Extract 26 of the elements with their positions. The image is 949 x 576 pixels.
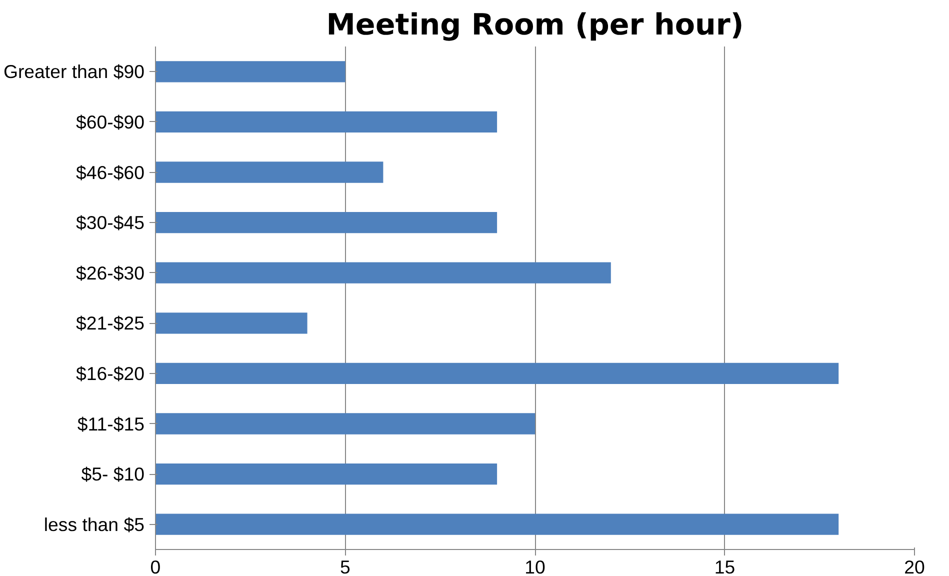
x-tick-label: 5 xyxy=(340,556,350,576)
x-tick-label: 0 xyxy=(150,556,161,576)
bar xyxy=(156,463,498,485)
bar xyxy=(156,111,498,133)
bar xyxy=(156,262,611,284)
y-tick-label: less than $5 xyxy=(44,514,145,535)
y-tick-label: $26-$30 xyxy=(76,262,144,284)
y-tick-label: $11-$15 xyxy=(77,413,145,434)
y-tick-label: $46-$60 xyxy=(76,162,144,183)
y-tick-label: $60-$90 xyxy=(76,111,144,132)
x-tick-label: 10 xyxy=(524,556,546,576)
bar xyxy=(156,212,498,234)
y-tick-label: $5- $10 xyxy=(81,464,145,485)
bar xyxy=(156,162,384,183)
bar xyxy=(156,61,346,82)
bar xyxy=(156,362,839,384)
x-tick-label: 15 xyxy=(714,556,736,576)
y-tick-label: $21-$25 xyxy=(76,312,144,334)
y-tick-label: $30-$45 xyxy=(76,212,144,234)
x-tick-label: 20 xyxy=(904,556,925,576)
y-tick-label: Greater than $90 xyxy=(3,61,145,82)
bar xyxy=(156,514,839,535)
bar xyxy=(156,413,535,434)
bar xyxy=(156,312,308,334)
y-tick-label: $16-$20 xyxy=(76,362,144,384)
chart-title: Meeting Room (per hour) xyxy=(326,8,744,42)
